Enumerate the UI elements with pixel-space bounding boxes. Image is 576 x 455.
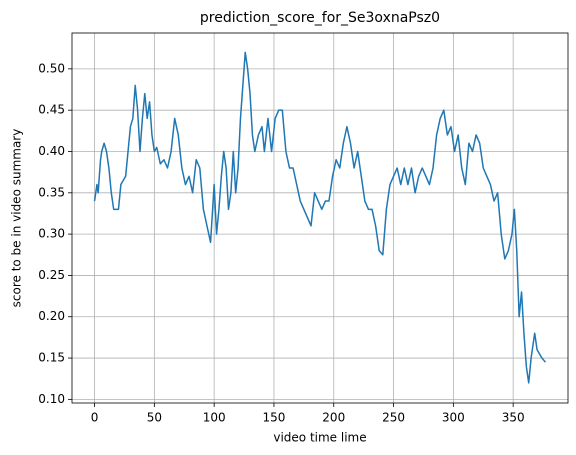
y-tick-label: 0.45 — [38, 103, 65, 117]
x-tick-label: 150 — [262, 411, 285, 425]
y-tick-label: 0.25 — [38, 268, 65, 282]
y-tick-label: 0.35 — [38, 185, 65, 199]
y-tick-label: 0.30 — [38, 227, 65, 241]
x-axis-label: video time lime — [273, 431, 366, 445]
x-tick-label: 0 — [91, 411, 99, 425]
x-tick-label: 250 — [382, 411, 405, 425]
x-tick-label: 50 — [147, 411, 162, 425]
x-tick-label: 300 — [442, 411, 465, 425]
line — [93, 51, 547, 384]
x-tick-label: 200 — [322, 411, 345, 425]
y-tick-label: 0.50 — [38, 61, 65, 75]
x-tick-label: 350 — [502, 411, 525, 425]
y-tick-label: 0.10 — [38, 392, 65, 406]
x-tick-label: 100 — [203, 411, 226, 425]
plot-frame — [71, 32, 569, 404]
chart-title: prediction_score_for_Se3oxnaPsz0 — [200, 10, 440, 26]
y-tick-label: 0.40 — [38, 144, 65, 158]
y-axis-label: score to be in video summary — [10, 129, 24, 308]
y-tick-label: 0.20 — [38, 309, 65, 323]
y-tick-label: 0.15 — [38, 351, 65, 365]
